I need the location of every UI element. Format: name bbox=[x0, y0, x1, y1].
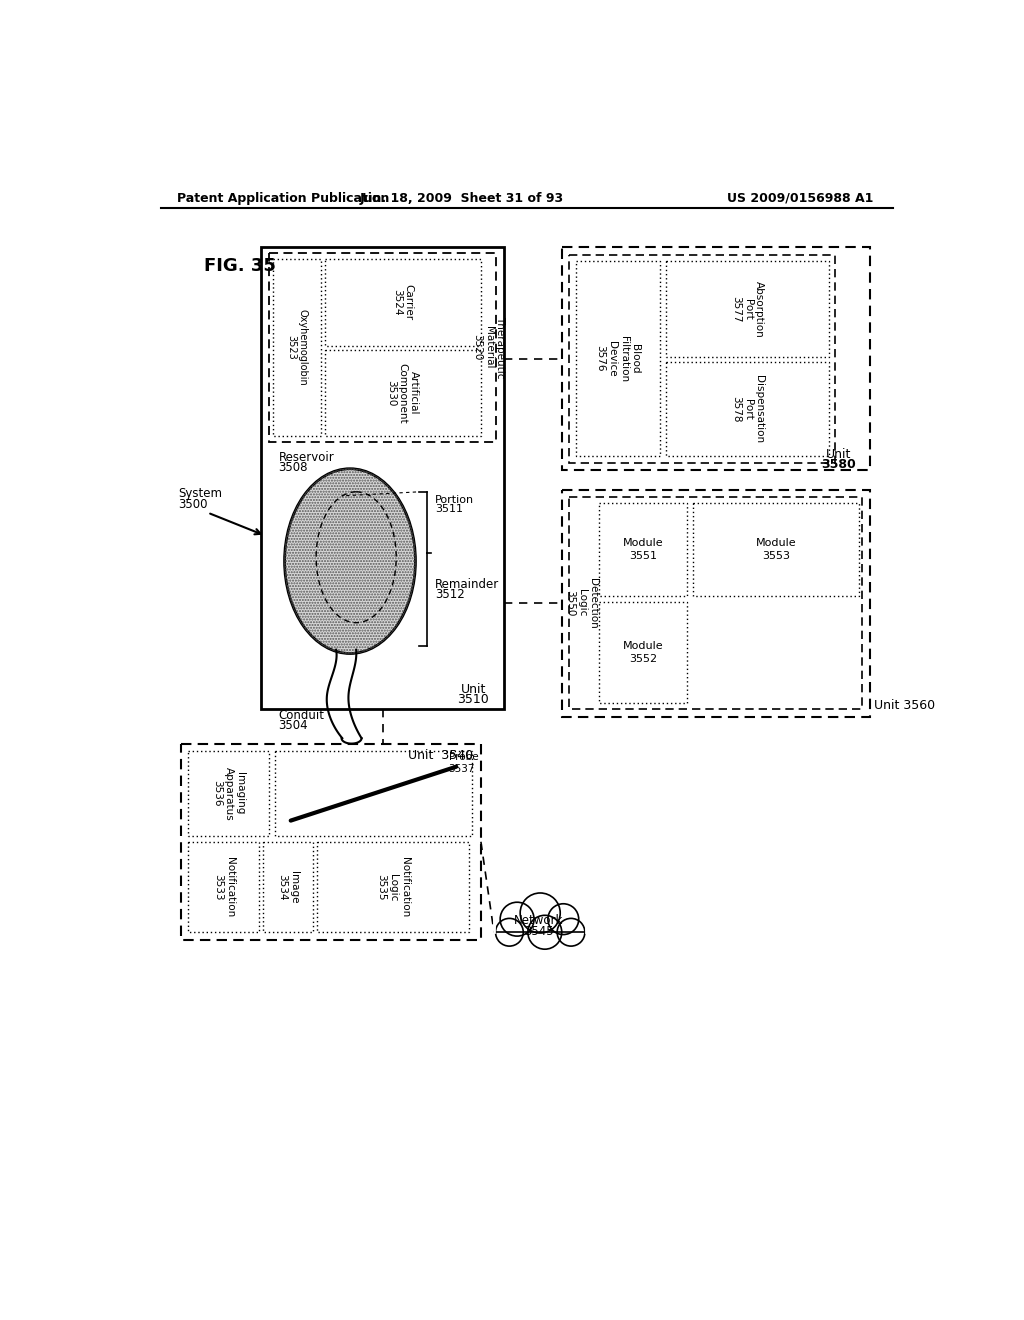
Text: Carrier
3524: Carrier 3524 bbox=[392, 284, 414, 321]
Text: 3504: 3504 bbox=[279, 718, 308, 731]
Text: Therapeutic
Material
3520: Therapeutic Material 3520 bbox=[472, 317, 505, 379]
Text: Unit: Unit bbox=[826, 449, 852, 462]
Text: 3551: 3551 bbox=[629, 550, 657, 561]
Text: Artificial
Component
3530: Artificial Component 3530 bbox=[386, 363, 420, 424]
Text: Module: Module bbox=[623, 642, 664, 651]
Text: Remainder: Remainder bbox=[435, 578, 499, 591]
Text: Module: Module bbox=[623, 539, 664, 548]
Text: 3545: 3545 bbox=[524, 925, 554, 939]
Text: Reservoir: Reservoir bbox=[279, 450, 334, 463]
Text: US 2009/0156988 A1: US 2009/0156988 A1 bbox=[727, 191, 873, 205]
Text: Probe
3537: Probe 3537 bbox=[449, 752, 478, 774]
Text: Dispensation
Port
3578: Dispensation Port 3578 bbox=[731, 375, 764, 444]
Text: 3553: 3553 bbox=[762, 550, 791, 561]
Ellipse shape bbox=[285, 469, 416, 653]
Text: 3580: 3580 bbox=[821, 458, 856, 471]
Text: 3510: 3510 bbox=[458, 693, 489, 706]
Circle shape bbox=[548, 904, 579, 935]
Circle shape bbox=[496, 919, 523, 946]
Text: Portion: Portion bbox=[435, 495, 474, 504]
Text: Imaging
Apparatus
3536: Imaging Apparatus 3536 bbox=[212, 767, 246, 821]
Text: 3508: 3508 bbox=[279, 461, 308, 474]
Text: Blood
Filtration
Device
3576: Blood Filtration Device 3576 bbox=[596, 335, 640, 381]
Text: Notification
Logic
3535: Notification Logic 3535 bbox=[377, 857, 410, 917]
Text: Conduit: Conduit bbox=[279, 709, 325, 722]
Text: Unit  3540: Unit 3540 bbox=[409, 748, 473, 762]
Text: Unit: Unit bbox=[461, 684, 486, 696]
Circle shape bbox=[500, 903, 535, 936]
Text: Unit 3560: Unit 3560 bbox=[873, 698, 935, 711]
Text: 3500: 3500 bbox=[178, 499, 208, 511]
Text: Network: Network bbox=[514, 915, 563, 927]
Polygon shape bbox=[494, 929, 587, 940]
Text: Module: Module bbox=[756, 539, 797, 548]
Text: 3552: 3552 bbox=[629, 653, 657, 664]
Text: Oxyhemoglobin
3523: Oxyhemoglobin 3523 bbox=[286, 309, 307, 385]
Text: Image
3534: Image 3534 bbox=[278, 871, 299, 903]
Circle shape bbox=[528, 915, 562, 949]
Text: Patent Application Publication: Patent Application Publication bbox=[177, 191, 389, 205]
Text: 3511: 3511 bbox=[435, 504, 463, 513]
Text: Jun. 18, 2009  Sheet 31 of 93: Jun. 18, 2009 Sheet 31 of 93 bbox=[359, 191, 564, 205]
Circle shape bbox=[557, 919, 585, 946]
Circle shape bbox=[520, 892, 560, 933]
Text: 3512: 3512 bbox=[435, 587, 465, 601]
Text: Absorption
Port
3577: Absorption Port 3577 bbox=[731, 281, 764, 338]
Text: FIG. 35: FIG. 35 bbox=[204, 257, 275, 275]
Text: Notification
3533: Notification 3533 bbox=[213, 857, 234, 917]
Text: System: System bbox=[178, 487, 222, 500]
Text: Detection
Logic
3550: Detection Logic 3550 bbox=[565, 578, 598, 628]
